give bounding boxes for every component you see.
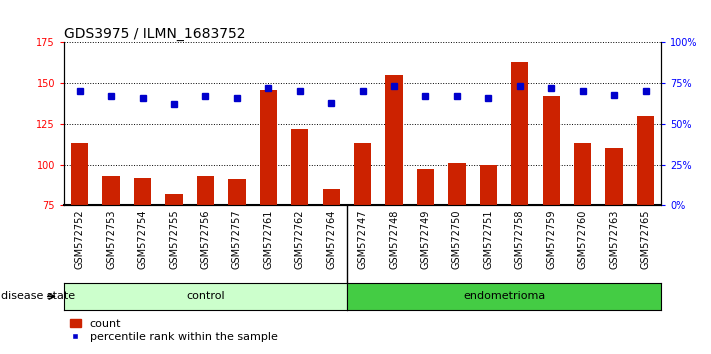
Bar: [71, 143, 88, 205]
Text: GSM572759: GSM572759: [546, 209, 556, 269]
Text: GSM572749: GSM572749: [420, 209, 430, 269]
Text: GSM572750: GSM572750: [452, 209, 462, 269]
Text: GSM572765: GSM572765: [641, 209, 651, 269]
Bar: [134, 178, 151, 205]
Text: GSM572761: GSM572761: [263, 209, 273, 269]
Text: GSM572764: GSM572764: [326, 209, 336, 269]
Text: GDS3975 / ILMN_1683752: GDS3975 / ILMN_1683752: [64, 28, 245, 41]
Text: GSM572760: GSM572760: [577, 209, 588, 269]
Bar: [323, 189, 340, 205]
Text: control: control: [186, 291, 225, 302]
Bar: [448, 163, 466, 205]
Bar: [102, 176, 119, 205]
Bar: [637, 116, 654, 205]
Text: GSM572752: GSM572752: [75, 209, 85, 269]
Text: GSM572754: GSM572754: [137, 209, 148, 269]
Bar: [228, 179, 245, 205]
Bar: [166, 194, 183, 205]
Bar: [385, 75, 402, 205]
Text: GSM572748: GSM572748: [389, 209, 399, 269]
Text: GSM572751: GSM572751: [483, 209, 493, 269]
Text: GSM572763: GSM572763: [609, 209, 619, 269]
Bar: [291, 129, 309, 205]
Text: disease state: disease state: [1, 291, 75, 302]
Bar: [606, 148, 623, 205]
Bar: [260, 90, 277, 205]
Bar: [417, 170, 434, 205]
Text: GSM572747: GSM572747: [358, 209, 368, 269]
Text: GSM572758: GSM572758: [515, 209, 525, 269]
Text: GSM572755: GSM572755: [169, 209, 179, 269]
Text: GSM572762: GSM572762: [295, 209, 305, 269]
Text: GSM572757: GSM572757: [232, 209, 242, 269]
Bar: [511, 62, 528, 205]
Bar: [480, 165, 497, 205]
Bar: [354, 143, 371, 205]
Text: endometrioma: endometrioma: [463, 291, 545, 302]
Text: GSM572756: GSM572756: [201, 209, 210, 269]
Bar: [542, 96, 560, 205]
Text: GSM572753: GSM572753: [106, 209, 116, 269]
Legend: count, percentile rank within the sample: count, percentile rank within the sample: [70, 319, 277, 342]
Bar: [197, 176, 214, 205]
Bar: [574, 143, 592, 205]
